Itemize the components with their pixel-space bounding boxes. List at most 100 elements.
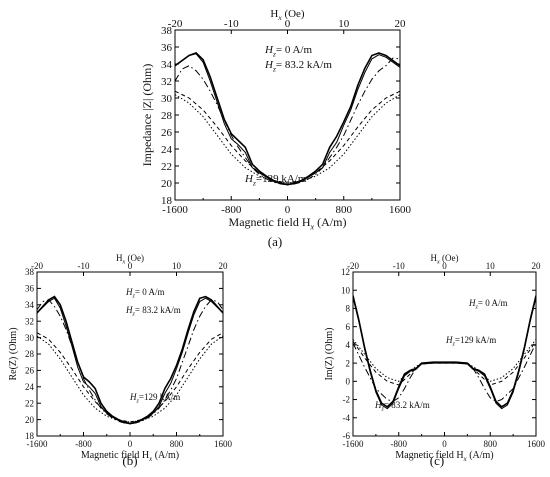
- y-tick-label: 34: [161, 59, 173, 71]
- top-x-tick-label: 10: [486, 261, 496, 271]
- top-x-tick-label: -20: [168, 18, 183, 30]
- series-line-3: [353, 342, 536, 402]
- series-line-5: [37, 335, 223, 423]
- y-tick-label: 32: [25, 316, 34, 326]
- x-tick-label: 1600: [527, 439, 546, 449]
- x-tick-label: 1600: [389, 204, 412, 216]
- legend-label: Hz= 83.2 kA/m: [374, 400, 430, 413]
- y-tick-label: 32: [161, 76, 172, 88]
- x-tick-label: -800: [75, 439, 92, 449]
- top-x-tick-label: -20: [31, 261, 43, 271]
- legend-label: Hz= 83.2 kA/m: [125, 305, 181, 318]
- y-tick-label: 8: [346, 304, 351, 314]
- y-tick-label: 26: [25, 366, 35, 376]
- y-tick-label: 0: [346, 376, 351, 386]
- legend-label: Hz= 0 A/m: [264, 44, 312, 58]
- top-x-tick-label: 0: [285, 18, 291, 30]
- y-axis-label: Im(Z) (Ohm): [324, 327, 335, 380]
- panel-label: (a): [268, 234, 282, 249]
- x-tick-label: 800: [170, 439, 184, 449]
- y-tick-label: 36: [161, 42, 173, 54]
- y-tick-label: -6: [343, 431, 351, 441]
- series-line-4: [175, 90, 400, 184]
- x-tick-label: -1600: [27, 439, 48, 449]
- x-tick-label: 0: [442, 439, 447, 449]
- top-x-tick-label: -10: [224, 18, 239, 30]
- series-line-1: [37, 295, 223, 425]
- x-axis-label: Magnetic field Hx​ (A/m): [395, 450, 493, 463]
- x-tick-label: 800: [484, 439, 498, 449]
- y-tick-label: 38: [161, 25, 173, 37]
- series-line-2: [175, 53, 400, 186]
- legend-label: Hz= 0 A/m: [125, 287, 164, 300]
- series-line-5: [175, 94, 400, 184]
- top-x-tick-label: -20: [347, 261, 359, 271]
- y-tick-label: 34: [25, 300, 35, 310]
- chart-panel-c: -1600 -800 0 800 1600-20 -10 0 10 20-6-4-2024681…: [324, 253, 546, 468]
- y-tick-label: -4: [343, 413, 351, 423]
- plot-frame: [352, 271, 537, 437]
- y-tick-label: 12: [341, 267, 350, 277]
- x-tick-label: 0: [128, 439, 133, 449]
- x-axis-label: Magnetic field Hx​ (A/m): [81, 450, 179, 463]
- x-tick-label: -1600: [162, 204, 188, 216]
- x-tick-label: 800: [336, 204, 353, 216]
- top-x-tick-label: -10: [78, 261, 90, 271]
- panel-label: (b): [122, 453, 137, 468]
- top-x-tick-label: 10: [338, 18, 350, 30]
- series-line-4: [37, 332, 223, 423]
- y-tick-label: 4: [346, 340, 351, 350]
- y-tick-label: 18: [25, 431, 35, 441]
- y-tick-label: 18: [161, 195, 173, 207]
- y-axis-label: Impedance |Z| (Ohm): [140, 64, 154, 167]
- y-tick-label: 30: [161, 93, 173, 105]
- series-line-2: [353, 297, 536, 410]
- y-tick-label: 26: [161, 127, 173, 139]
- series-line-4: [353, 340, 536, 386]
- top-x-tick-label: 20: [219, 261, 229, 271]
- y-tick-label: 20: [25, 415, 35, 425]
- legend-label: Hz=129 kA/m: [129, 392, 180, 405]
- top-x-axis-label: Hx​ (Oe): [270, 8, 305, 22]
- top-x-tick-label: 20: [395, 18, 407, 30]
- top-x-tick-label: 10: [172, 261, 182, 271]
- legend-label: Hz= 0 A/m: [468, 298, 507, 311]
- y-tick-label: 22: [25, 398, 34, 408]
- y-tick-label: -2: [343, 395, 351, 405]
- y-tick-label: 20: [161, 178, 173, 190]
- series-line-5: [353, 339, 536, 382]
- y-tick-label: 28: [161, 110, 173, 122]
- y-tick-label: 30: [25, 333, 35, 343]
- series-line-1: [175, 52, 400, 186]
- panel-label: (c): [430, 453, 444, 468]
- y-tick-label: 28: [25, 349, 35, 359]
- legend-label: Hz=129 kA/m: [445, 335, 496, 348]
- top-x-tick-label: 20: [532, 261, 542, 271]
- y-tick-label: 24: [25, 382, 35, 392]
- legend-label: Hz=129 kA/m: [244, 173, 307, 187]
- y-tick-label: 38: [25, 267, 35, 277]
- top-x-axis-label: Hx​ (Oe): [116, 253, 144, 266]
- y-tick-label: 6: [346, 322, 351, 332]
- chart-panel-b: -1600 -800 0 800 1600 -20 -10 0 10 20 18 20 22 24 26 28…: [8, 253, 233, 468]
- top-x-tick-label: 0: [128, 261, 133, 271]
- x-tick-label: 0: [285, 204, 291, 216]
- top-x-tick-label: 0: [442, 261, 447, 271]
- y-tick-label: 24: [161, 144, 173, 156]
- x-tick-label: -1600: [343, 439, 364, 449]
- x-tick-label: -800: [391, 439, 408, 449]
- y-tick-label: 22: [161, 161, 172, 173]
- x-tick-label: 1600: [214, 439, 233, 449]
- top-x-tick-label: -10: [393, 261, 405, 271]
- y-tick-label: 2: [346, 358, 351, 368]
- chart-panel-a: -1600 -800 0 800 1600 -20 -10 0 10 20 18 20 22 24 26 28…: [140, 8, 412, 249]
- legend-label: Hz= 83.2 kA/m: [264, 59, 332, 73]
- series-line-1: [353, 295, 536, 408]
- y-tick-label: 36: [25, 284, 35, 294]
- series-line-3: [175, 57, 400, 186]
- y-axis-label: Re(Z) (Ohm): [8, 327, 19, 380]
- x-tick-label: -800: [221, 204, 242, 216]
- y-tick-label: 10: [341, 285, 351, 295]
- series-line-3: [37, 299, 223, 425]
